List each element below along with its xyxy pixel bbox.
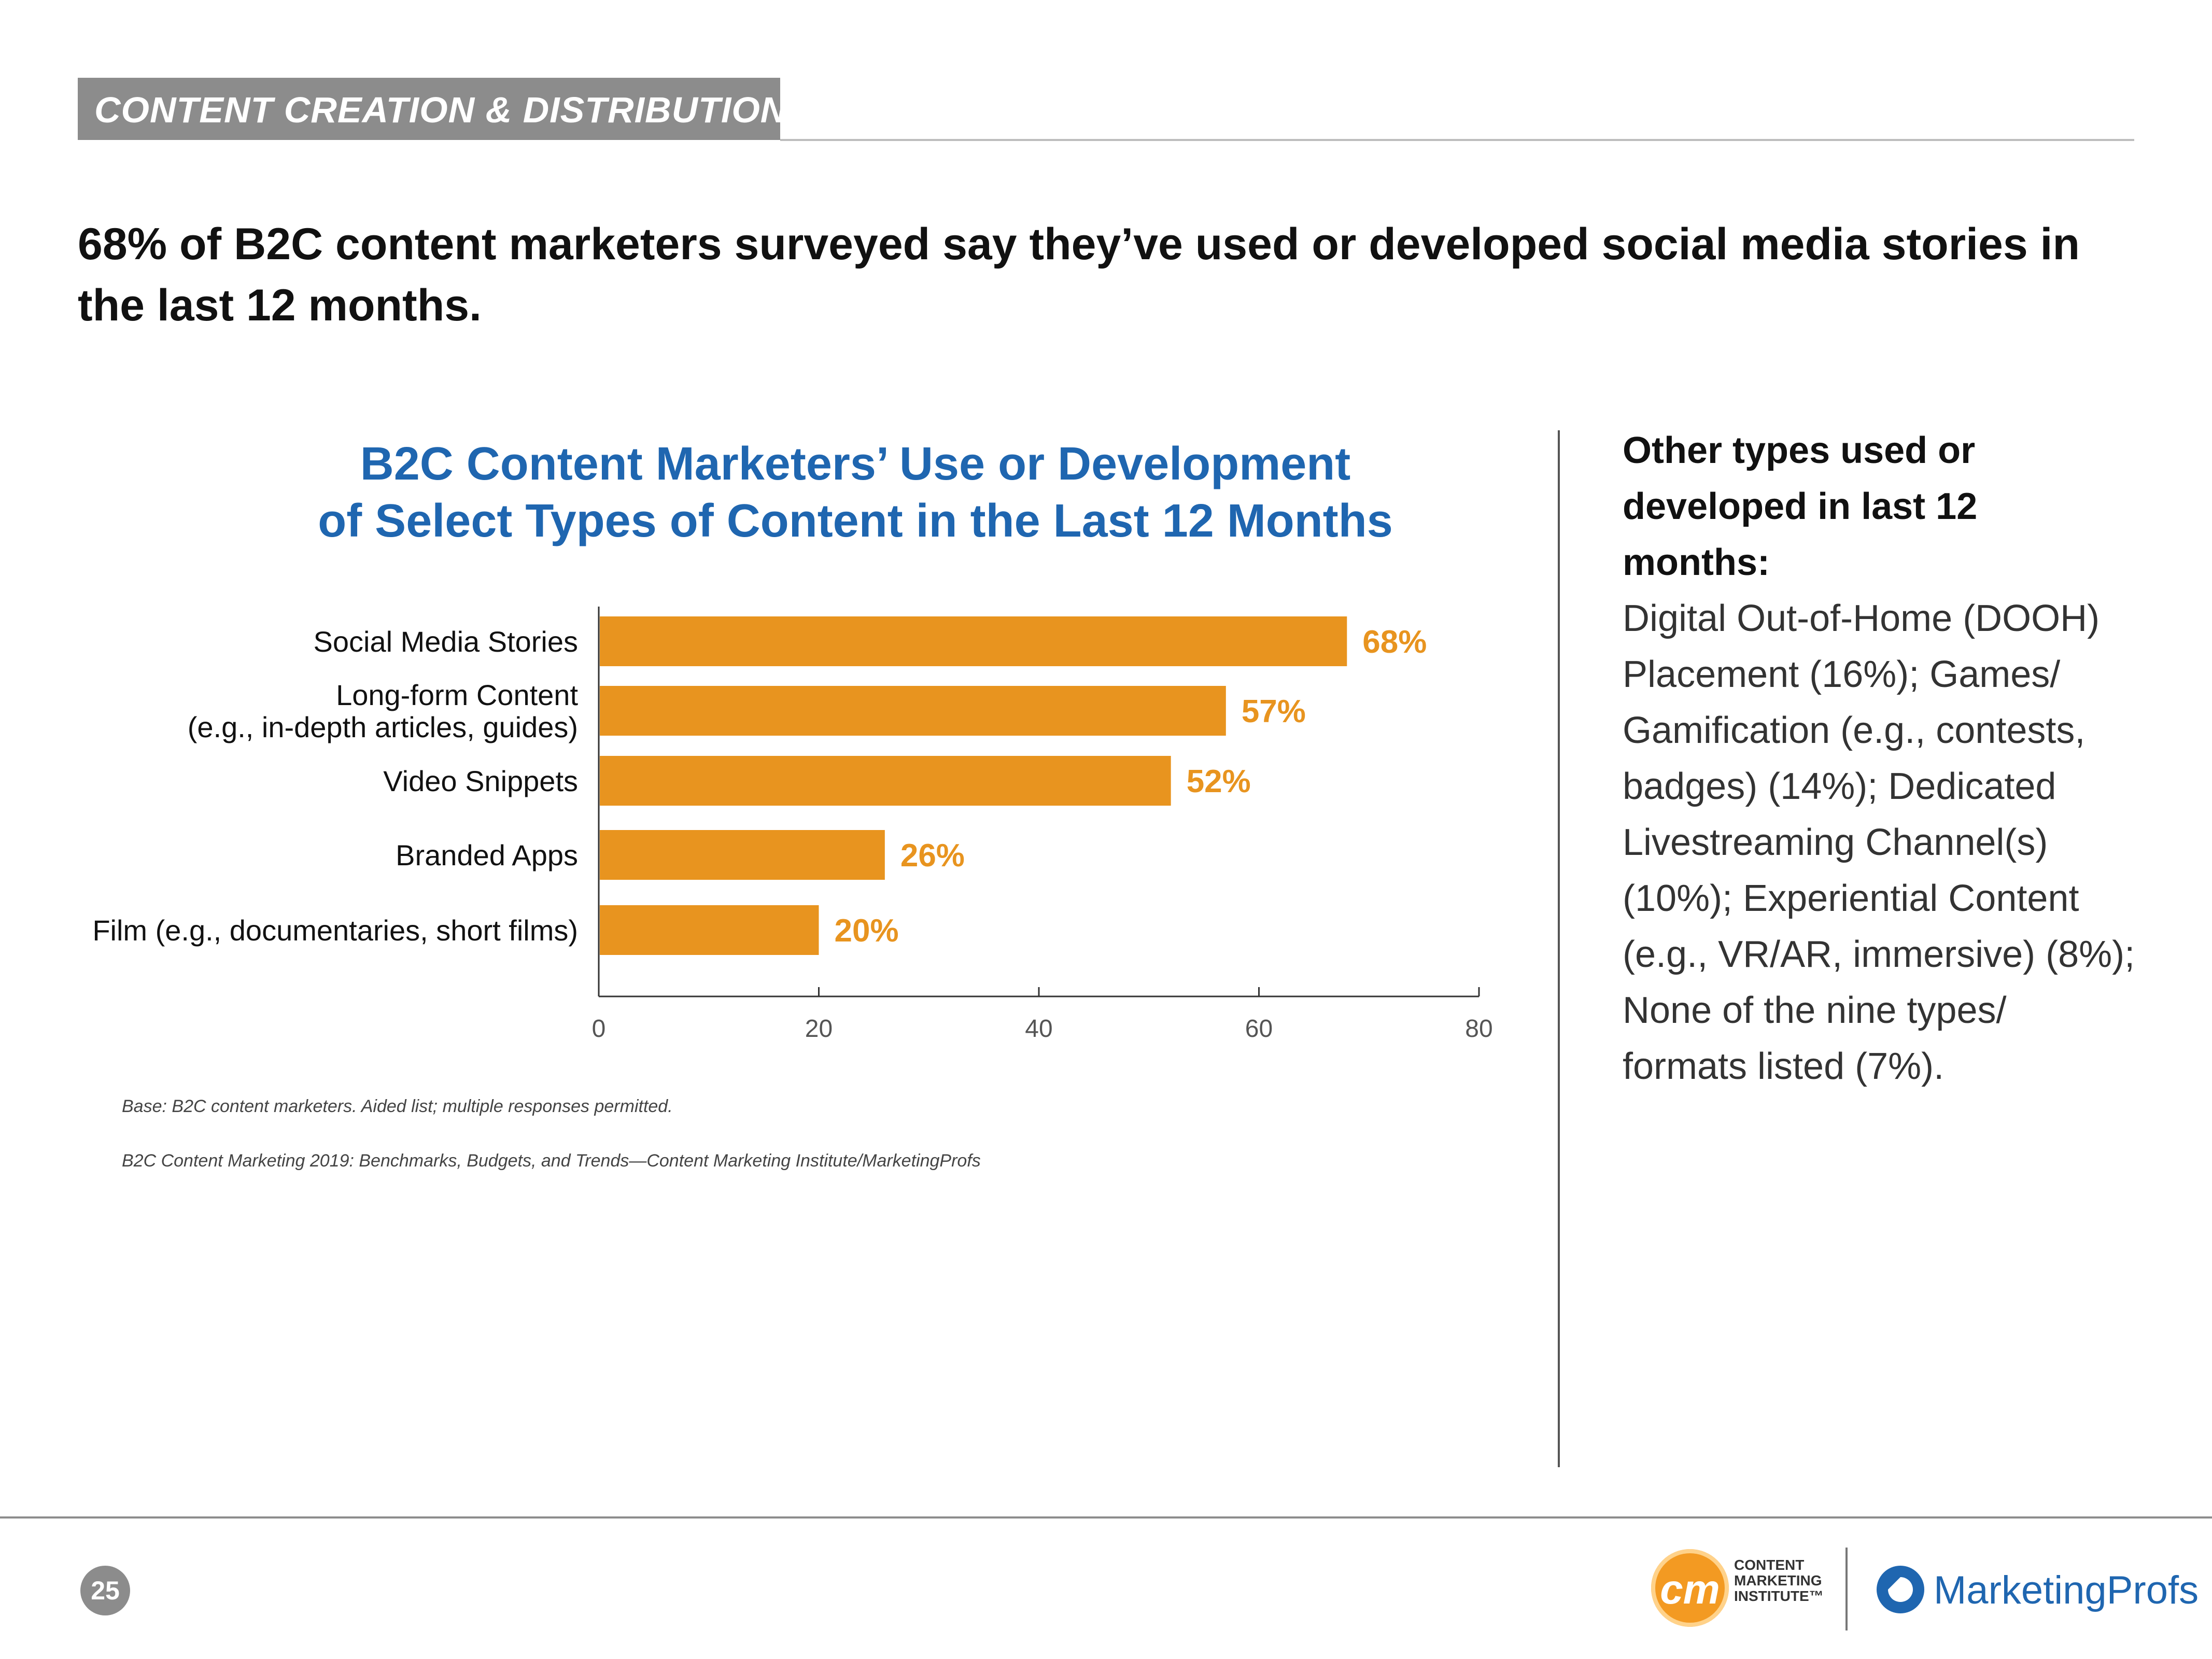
cmi-logo-icon [1651, 1549, 1729, 1627]
cmi-logo: cm CONTENT MARKETING INSTITUTE™ [1651, 1545, 1824, 1638]
chart-title-line-2: of Select Types of Content in the Last 1… [318, 495, 1393, 547]
cmi-logo-mark: cm [1660, 1566, 1720, 1612]
chart-title-line-1: B2C Content Marketers’ Use or Developmen… [360, 438, 1351, 490]
marketingprofs-logo-icon [1877, 1566, 1924, 1613]
bar [600, 830, 885, 880]
side-body-line: Gamification (e.g., contests, [1623, 710, 2086, 751]
bar-value-label: 26% [900, 838, 965, 874]
chart-title: B2C Content Marketers’ Use or Developmen… [233, 435, 1477, 550]
side-body-line: (e.g., VR/AR, immersive) (8%); [1623, 934, 2135, 975]
marketingprofs-logo-text: MarketingProfs [1934, 1568, 2199, 1612]
bottom-rule [0, 1516, 2212, 1519]
bar-chart: 0 20 40 60 80 68% Social Media Stories 57% Long-… [92, 607, 1493, 1043]
x-tick-label: 80 [1465, 1015, 1492, 1043]
category-label: Film (e.g., documentaries, short films) [92, 914, 578, 947]
top-rule [780, 139, 2134, 141]
side-heading-line: developed in last 12 [1623, 486, 1978, 527]
bar [600, 616, 1347, 666]
logo-divider [1845, 1548, 1848, 1630]
x-tick-label: 40 [1025, 1015, 1052, 1043]
category-label: Long-form Content [336, 679, 578, 711]
category-label: Video Snippets [383, 765, 578, 797]
x-tick-label: 20 [805, 1015, 833, 1043]
side-body: Digital Out-of-Home (DOOH) Placement (16… [1623, 591, 2172, 1094]
bar [600, 756, 1171, 806]
section-tab: CONTENT CREATION & DISTRIBUTION [78, 78, 786, 140]
bar-value-label: 57% [1242, 694, 1306, 729]
side-body-line: formats listed (7%). [1623, 1046, 1945, 1087]
category-label: Social Media Stories [314, 625, 578, 658]
headline: 68% of B2C content marketers surveyed sa… [78, 219, 2080, 330]
side-heading: Other types used or developed in last 12… [1623, 423, 2172, 591]
side-body-line: Livestreaming Channel(s) [1623, 822, 2048, 863]
category-label: Branded Apps [396, 839, 578, 871]
page-number: 25 [80, 1566, 130, 1615]
bar-value-label: 20% [835, 913, 899, 949]
side-body-line: badges) (14%); Dedicated [1623, 766, 2056, 807]
bar [600, 905, 819, 955]
side-body-line: (10%); Experiential Content [1623, 878, 2079, 919]
marketingprofs-logo: MarketingProfs [1877, 1560, 2199, 1623]
section-label: CONTENT CREATION & DISTRIBUTION [94, 90, 787, 130]
chart-base-note: Base: B2C content marketers. Aided list;… [122, 1096, 673, 1116]
vertical-divider [1558, 430, 1560, 1467]
side-panel: Other types used or developed in last 12… [1623, 423, 2172, 1094]
x-tick-label: 0 [592, 1015, 606, 1043]
side-body-line: Placement (16%); Games/ [1623, 654, 2061, 695]
side-body-line: None of the nine types/ [1623, 990, 2007, 1031]
side-body-line: Digital Out-of-Home (DOOH) [1623, 598, 2100, 639]
side-heading-line: months: [1623, 542, 1770, 583]
category-label: (e.g., in-depth articles, guides) [188, 711, 578, 743]
bar [600, 686, 1226, 736]
bar-value-label: 68% [1362, 624, 1427, 660]
chart-source-note: B2C Content Marketing 2019: Benchmarks, … [122, 1151, 981, 1171]
side-heading-line: Other types used or [1623, 430, 1976, 471]
bar-value-label: 52% [1187, 764, 1251, 799]
x-tick-label: 60 [1245, 1015, 1273, 1043]
cmi-logo-text: CONTENT MARKETING INSTITUTE™ [1734, 1557, 1824, 1604]
